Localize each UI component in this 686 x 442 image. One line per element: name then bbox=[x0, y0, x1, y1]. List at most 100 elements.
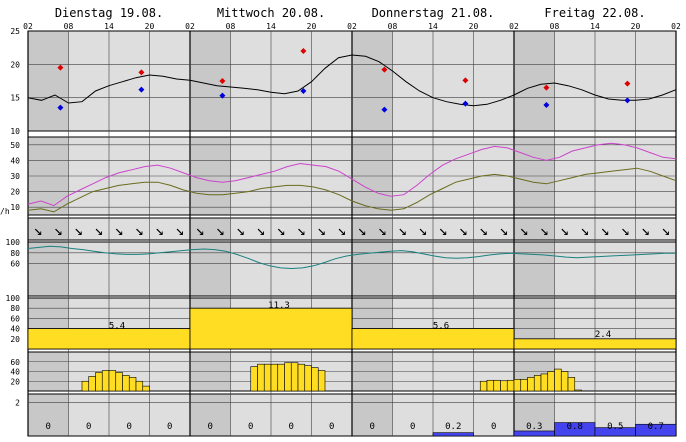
y-tick-label: 20 bbox=[10, 60, 20, 69]
daytime-band-relative_humidity bbox=[392, 242, 514, 296]
hourly-sunshine-bar bbox=[297, 363, 306, 392]
precip-bar bbox=[432, 432, 474, 437]
wind-direction-arrow: ↘ bbox=[277, 221, 286, 239]
max-temp-marker bbox=[462, 77, 469, 84]
hourly-sunshine-bar bbox=[304, 365, 312, 392]
y-tick-label: 40 bbox=[10, 156, 20, 165]
daily-sunshine-label: 2.4 bbox=[595, 330, 611, 340]
min-temp-marker bbox=[543, 102, 550, 108]
wind-direction-arrow: ↘ bbox=[94, 221, 103, 239]
wind-direction-arrow: ↘ bbox=[560, 221, 569, 239]
wind-direction-arrow: ↘ bbox=[115, 221, 124, 239]
hourly-sunshine-bar bbox=[88, 376, 96, 392]
y-tick-label: 15 bbox=[10, 94, 20, 103]
wind-direction-arrow: ↘ bbox=[459, 221, 468, 239]
max-temp-marker bbox=[57, 64, 64, 71]
y-tick-label: 100 bbox=[6, 238, 21, 247]
hourly-sunshine-bar bbox=[135, 380, 144, 392]
hourly-sunshine-bar bbox=[493, 379, 501, 392]
max-temp-marker bbox=[138, 69, 145, 76]
daytime-band-precipitation bbox=[68, 394, 190, 436]
hourly-sunshine-bar bbox=[554, 368, 562, 392]
chart-marks: ↘ ↘ ↘ ↘ ↘ ↘ ↘ ↘ ↘ ↘ ↘ ↘ ↘ ↘ ↘ ↘ ↘ ↘ ↘ ↘ ↘ ↘ ↘ ↘ ↘ ↘ ↘ ↘ ↘ ↘ ↘ ↘ bbox=[27, 48, 677, 437]
hour-tick-label: 14 bbox=[266, 22, 276, 31]
y-tick-label: 50 bbox=[10, 141, 20, 150]
wind-direction-arrow: ↘ bbox=[337, 221, 346, 239]
hourly-sunshine-bar bbox=[513, 378, 522, 392]
precip-label: 0.2 bbox=[445, 422, 461, 432]
min-temp-marker bbox=[138, 86, 145, 93]
hourly-sunshine-bar bbox=[257, 363, 265, 392]
hourly-sunshine-bar bbox=[547, 371, 555, 392]
hour-tick-label: 08 bbox=[64, 22, 74, 31]
hourly-sunshine-bar bbox=[317, 370, 326, 392]
hourly-sunshine-bar bbox=[520, 378, 528, 392]
hour-tick-label: 02 bbox=[671, 22, 681, 31]
daytime-band-temperature bbox=[554, 31, 676, 131]
y-tick-label: 25 bbox=[10, 27, 20, 36]
daytime-band-temperature bbox=[230, 31, 352, 131]
precip-label: 0.7 bbox=[648, 422, 664, 432]
wind-direction-arrow: ↘ bbox=[135, 221, 144, 239]
wind-direction-arrow: ↘ bbox=[398, 221, 407, 239]
daily-sunshine-bar bbox=[351, 328, 515, 350]
daily-sunshine-label: 5.4 bbox=[109, 322, 125, 332]
wind-direction-arrow: ↘ bbox=[216, 221, 225, 239]
hour-tick-label: 20 bbox=[469, 22, 479, 31]
wind-direction-arrow: ↘ bbox=[297, 221, 306, 239]
hourly-sunshine-bar bbox=[250, 366, 258, 392]
precip-label: 0 bbox=[370, 422, 375, 432]
precip-bar bbox=[635, 423, 677, 437]
precip-label: 0.5 bbox=[607, 422, 623, 432]
hourly-sunshine-bar bbox=[574, 389, 582, 392]
daily-sunshine-label: 11.3 bbox=[268, 301, 290, 311]
y-tick-label: 10 bbox=[10, 127, 20, 136]
wind-direction-arrow: ↘ bbox=[418, 221, 427, 239]
y-tick-label: 80 bbox=[10, 249, 20, 258]
daily-sunshine-bar bbox=[513, 338, 677, 350]
hourly-sunshine-bar bbox=[81, 380, 90, 392]
hour-tick-label: 20 bbox=[631, 22, 641, 31]
grid-lines bbox=[27, 30, 677, 437]
max-temp-marker bbox=[219, 78, 226, 84]
daytime-band-relative_humidity bbox=[230, 242, 352, 296]
day-label: Mittwoch 20.08. bbox=[217, 6, 325, 20]
hour-tick-label: 20 bbox=[145, 22, 155, 31]
precip-label: 0 bbox=[208, 422, 213, 432]
daytime-band-wind_direction bbox=[392, 218, 514, 240]
day-label: Dienstag 19.08. bbox=[55, 6, 163, 20]
precip-label: 0 bbox=[248, 422, 253, 432]
daytime-band-precipitation bbox=[230, 394, 352, 436]
y-tick-label: 20 bbox=[10, 335, 20, 344]
hour-tick-label: 08 bbox=[550, 22, 560, 31]
daytime-band-wind_direction bbox=[554, 218, 676, 240]
y-tick-label: 40 bbox=[10, 325, 20, 334]
hour-tick-label: 20 bbox=[307, 22, 317, 31]
precip-label: 0.8 bbox=[567, 422, 583, 432]
hourly-sunshine-bar bbox=[284, 362, 292, 392]
hourly-sunshine-bar bbox=[479, 380, 488, 392]
hourly-sunshine-bar bbox=[527, 377, 535, 392]
min-temp-marker bbox=[57, 104, 64, 111]
wind-direction-arrow: ↘ bbox=[540, 221, 549, 239]
wind-direction-arrow: ↘ bbox=[479, 221, 488, 239]
wind-direction-arrow: ↘ bbox=[256, 221, 265, 239]
y-tick-label: 30 bbox=[10, 172, 20, 181]
hourly-sunshine-bar bbox=[567, 377, 576, 392]
wind-direction-arrow: ↘ bbox=[661, 221, 670, 239]
min-temp-marker bbox=[462, 100, 469, 107]
hourly-sunshine-bar bbox=[115, 372, 123, 392]
min-temp-marker bbox=[624, 97, 631, 104]
hour-tick-label: 02 bbox=[347, 22, 357, 31]
hourly-sunshine-bar bbox=[311, 367, 319, 392]
precip-label: 0 bbox=[46, 422, 51, 432]
gust-line bbox=[27, 142, 677, 207]
hourly-sunshine-bar bbox=[122, 375, 130, 392]
daytime-band-temperature bbox=[68, 31, 190, 131]
y-tick-label: 100 bbox=[6, 294, 21, 303]
precip-label: 0 bbox=[410, 422, 415, 432]
hourly-sunshine-bar bbox=[270, 363, 279, 392]
daily-sunshine-bar bbox=[189, 307, 353, 350]
